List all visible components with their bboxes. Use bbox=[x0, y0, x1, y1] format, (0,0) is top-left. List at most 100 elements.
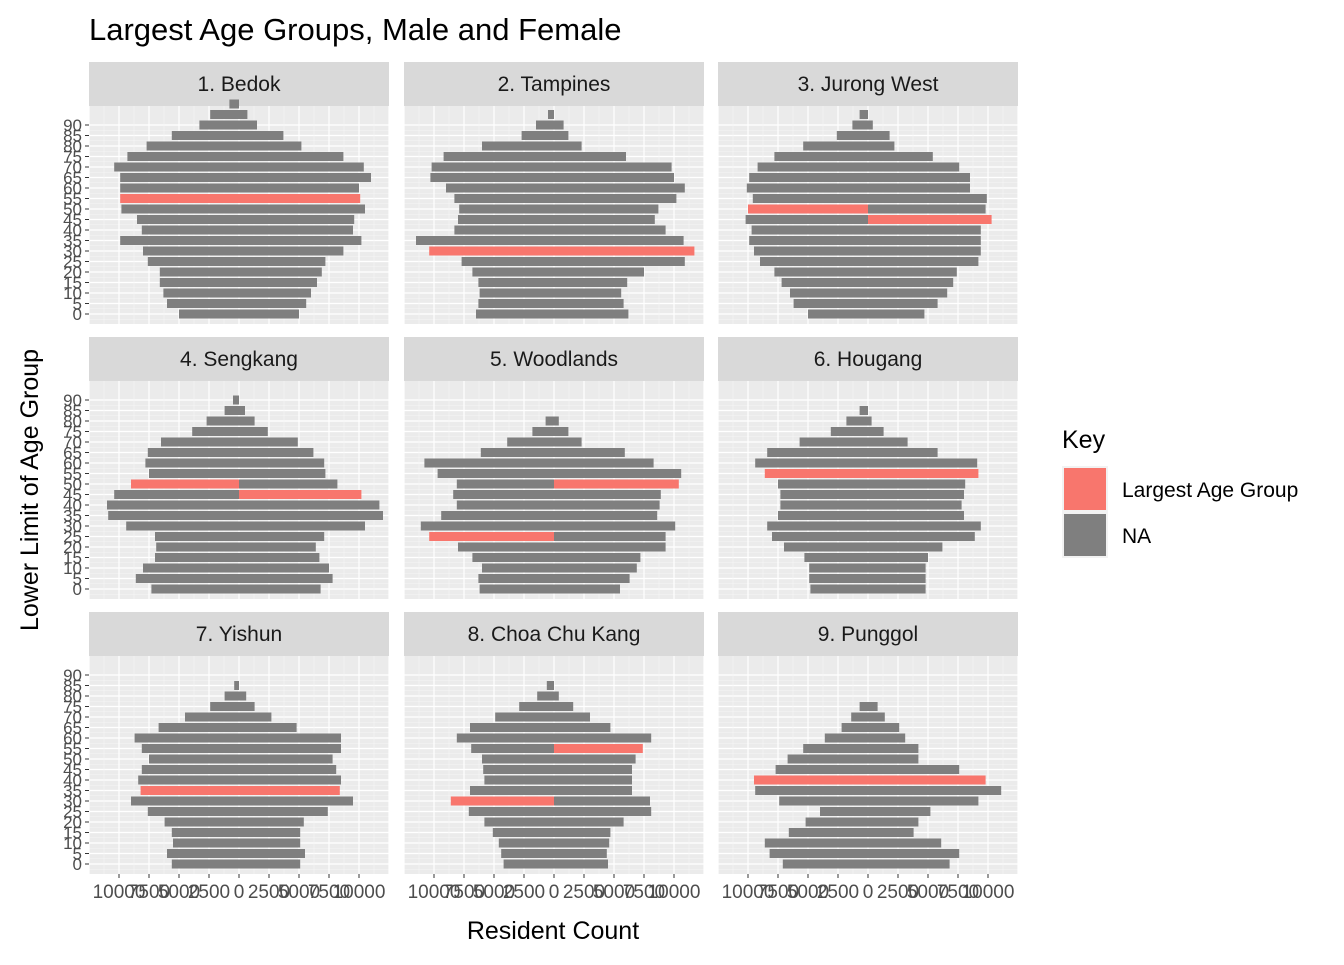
bar-male bbox=[749, 173, 868, 182]
facet-label: 1. Bedok bbox=[198, 73, 281, 96]
bar-male bbox=[159, 267, 239, 277]
bar-male bbox=[454, 194, 554, 203]
y-tick-label: 30 bbox=[63, 242, 82, 261]
bar-male bbox=[127, 152, 239, 161]
bar-female bbox=[239, 299, 307, 308]
bar-male bbox=[480, 448, 554, 457]
bar-female bbox=[868, 828, 914, 837]
y-tick-label: 30 bbox=[63, 792, 82, 811]
bar-male bbox=[803, 744, 868, 753]
y-tick-label: 85 bbox=[63, 127, 82, 146]
bar-female bbox=[554, 723, 611, 732]
bar-female bbox=[239, 162, 364, 172]
bar-female bbox=[868, 849, 960, 858]
bar-male bbox=[458, 215, 554, 224]
bar-male bbox=[470, 723, 554, 732]
y-tick-label: 65 bbox=[63, 169, 82, 188]
bar-male bbox=[767, 448, 868, 457]
bar-male bbox=[224, 691, 239, 701]
bar-female bbox=[239, 469, 326, 478]
bar-female bbox=[868, 448, 938, 457]
bar-female bbox=[554, 278, 628, 287]
bar-female bbox=[868, 278, 954, 287]
bar-female bbox=[868, 723, 900, 732]
bar-female bbox=[239, 309, 299, 319]
bar-male bbox=[458, 542, 554, 552]
x-tick-label: 7500 bbox=[308, 882, 350, 903]
x-tick-label: 5000 bbox=[907, 882, 949, 903]
legend-title: Key bbox=[1062, 426, 1106, 454]
facet-strip bbox=[718, 62, 1018, 106]
bar-female bbox=[868, 141, 895, 151]
y-tick-label: 90 bbox=[63, 116, 82, 135]
bar-female bbox=[554, 299, 624, 308]
bar-female bbox=[554, 469, 682, 478]
x-tick-label: 10000 bbox=[722, 882, 775, 903]
legend-label: NA bbox=[1122, 525, 1151, 548]
y-tick-label: 40 bbox=[63, 771, 82, 790]
bar-female bbox=[868, 584, 926, 594]
bar-female bbox=[239, 754, 333, 764]
bar-male bbox=[233, 395, 239, 405]
bar-female bbox=[868, 131, 890, 140]
bar-male bbox=[482, 563, 554, 573]
bar-male bbox=[859, 406, 868, 415]
bar-male bbox=[501, 849, 554, 858]
bar-female bbox=[868, 712, 885, 722]
bar-female bbox=[868, 702, 878, 711]
facet-label: 8. Choa Chu Kang bbox=[468, 623, 641, 646]
bar-male bbox=[459, 204, 554, 214]
bar-male bbox=[108, 511, 239, 520]
facet-label: 4. Sengkang bbox=[180, 348, 298, 371]
bar-female bbox=[868, 236, 981, 245]
bar-male bbox=[778, 511, 868, 520]
bar-male bbox=[437, 469, 554, 478]
bar-male bbox=[143, 246, 239, 256]
y-tick-label: 40 bbox=[63, 221, 82, 240]
y-axis-title: Lower Limit of Age Group bbox=[16, 349, 44, 631]
y-tick-label: 60 bbox=[63, 729, 82, 748]
bar-male bbox=[752, 194, 868, 203]
bar-female bbox=[554, 828, 611, 837]
x-tick-label: 5000 bbox=[158, 882, 200, 903]
facet-label: 5. Woodlands bbox=[490, 348, 618, 371]
bar-male bbox=[147, 807, 239, 816]
bar-female bbox=[239, 416, 255, 426]
bar-female bbox=[239, 702, 255, 711]
bar-male bbox=[468, 807, 554, 816]
bar-female bbox=[554, 309, 629, 319]
bar-male bbox=[470, 786, 554, 795]
y-tick-label: 55 bbox=[63, 190, 82, 209]
bar-male bbox=[431, 162, 554, 172]
facet-label: 7. Yishun bbox=[196, 623, 282, 646]
bar-male bbox=[446, 183, 554, 193]
bar-male bbox=[804, 553, 868, 562]
bar-male bbox=[836, 131, 868, 140]
x-tick-label: 10000 bbox=[648, 882, 701, 903]
y-tick-label: 30 bbox=[63, 517, 82, 536]
legend-swatch bbox=[1064, 468, 1106, 510]
bar-female bbox=[868, 437, 908, 447]
bar-female bbox=[868, 511, 964, 520]
bar-male bbox=[498, 838, 554, 848]
facet-label: 9. Punggol bbox=[818, 623, 918, 646]
x-tick-label: 10000 bbox=[962, 882, 1015, 903]
bar-female bbox=[868, 817, 919, 827]
bar-male bbox=[114, 490, 239, 499]
bar-male bbox=[774, 267, 868, 277]
bar-male bbox=[179, 309, 239, 319]
y-tick-label: 0 bbox=[73, 580, 82, 599]
y-tick-label: 90 bbox=[63, 666, 82, 685]
facet-strip bbox=[404, 337, 704, 381]
bar-male bbox=[519, 702, 554, 711]
bar-male bbox=[147, 257, 239, 266]
bar-female bbox=[554, 796, 650, 806]
bar-female bbox=[239, 733, 341, 743]
bar-female bbox=[239, 267, 322, 277]
facet-label: 2. Tampines bbox=[498, 73, 611, 96]
bar-female bbox=[554, 120, 564, 130]
x-tick-label: 5000 bbox=[787, 882, 829, 903]
bar-male bbox=[859, 110, 868, 119]
bar-female bbox=[239, 563, 329, 573]
bar-female bbox=[868, 194, 987, 203]
